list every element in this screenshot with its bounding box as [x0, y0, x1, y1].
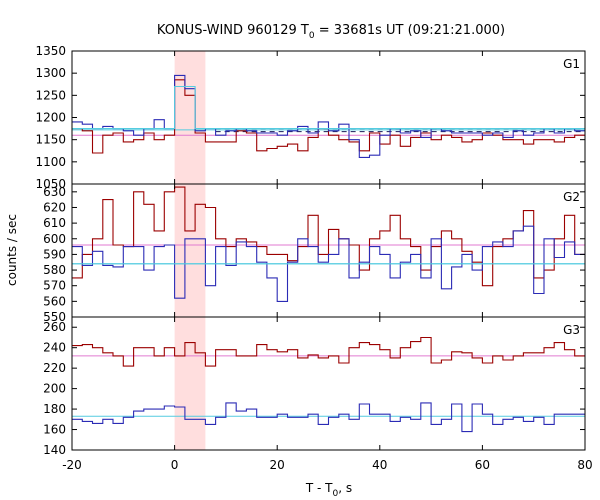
panel-g2-y-tick-label: 600 — [43, 232, 66, 246]
panel-g3-y-tick-label: 160 — [43, 423, 66, 437]
panel-g2-y-tick-label: 590 — [43, 247, 66, 261]
panel-g1-y-tick-label: 1100 — [35, 155, 66, 169]
panel-g1-cyan-series — [72, 85, 585, 130]
panel-g2-red-series — [72, 186, 585, 287]
panel-g3-y-tick-label: 260 — [43, 320, 66, 334]
panel-g1-red-series — [72, 79, 585, 154]
x-tick-label: 80 — [577, 458, 592, 472]
x-tick-label: 40 — [372, 458, 387, 472]
panel-g3-red-series — [72, 336, 585, 367]
x-axis-label: T - T0, s — [305, 481, 352, 499]
panel-g3-y-tick-label: 240 — [43, 341, 66, 355]
panel-g2-y-tick-label: 550 — [43, 310, 66, 324]
panel-g2-label: G2 — [563, 190, 580, 204]
panel-g1-y-tick-label: 1200 — [35, 111, 66, 125]
x-tick-label: 20 — [270, 458, 285, 472]
y-axis-label: counts / sec — [5, 214, 19, 286]
x-axis-label-suffix: , s — [338, 481, 352, 495]
panel-g1-frame — [71, 50, 586, 185]
x-tick-label: 0 — [171, 458, 179, 472]
panel-g2-burst-interval — [174, 184, 206, 317]
panel-g1-y-tick-label: 1150 — [35, 133, 66, 147]
panel-g1-y-tick-label: 1250 — [35, 88, 66, 102]
chart-title-prefix: KONUS-WIND 960129 T — [157, 23, 309, 38]
panel-g3-blue-series — [72, 402, 585, 433]
panel-g1-label: G1 — [563, 57, 580, 71]
x-tick-label: 60 — [475, 458, 490, 472]
x-axis-label-subscript: 0 — [333, 489, 339, 499]
panel-g2-y-tick-label: 580 — [43, 263, 66, 277]
panel-g3-frame — [71, 316, 586, 451]
panel-g2-y-tick-label: 630 — [43, 185, 66, 199]
panel-g3-y-tick-label: 140 — [43, 443, 66, 457]
panel-g1-burst-interval — [174, 51, 206, 184]
panel-g1-y-tick-label: 1300 — [35, 66, 66, 80]
panel-g2-y-tick-label: 620 — [43, 200, 66, 214]
panel-g3-label: G3 — [563, 323, 580, 337]
chart-title: KONUS-WIND 960129 T0 = 33681s UT (09:21:… — [157, 23, 505, 41]
x-axis-label-prefix: T - T — [305, 481, 333, 495]
panel-g2-y-tick-label: 570 — [43, 279, 66, 293]
panel-g3-burst-interval — [174, 317, 206, 450]
panel-g1-y-tick-label: 1350 — [35, 44, 66, 58]
panel-g1-y-tick-label: 1050 — [35, 177, 66, 191]
x-tick-label: -20 — [62, 458, 82, 472]
panel-g3-y-tick-label: 180 — [43, 402, 66, 416]
panel-g2-y-tick-label: 560 — [43, 294, 66, 308]
chart-title-subscript: 0 — [309, 31, 315, 41]
panel-g3-y-tick-label: 200 — [43, 382, 66, 396]
chart-title-suffix: = 33681s UT (09:21:21.000) — [315, 23, 505, 38]
panel-g3-y-tick-label: 220 — [43, 361, 66, 375]
panel-g2-y-tick-label: 610 — [43, 216, 66, 230]
panel-g2-blue-series — [72, 225, 585, 302]
panel-g1-blue-series — [72, 74, 585, 158]
